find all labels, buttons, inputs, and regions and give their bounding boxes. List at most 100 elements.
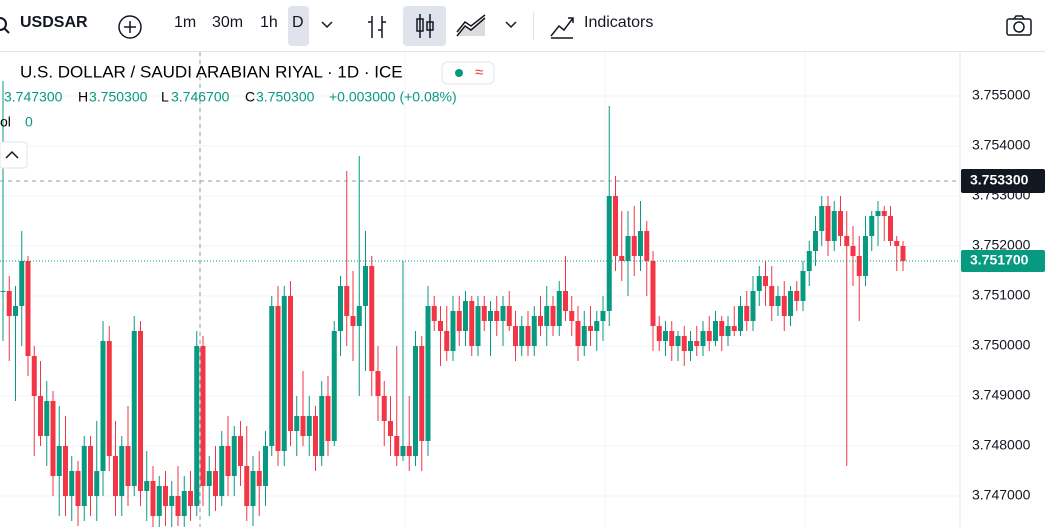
candle-body [25, 261, 31, 356]
interval[interactable]: 1m [174, 14, 197, 31]
candle-body [856, 256, 862, 276]
crosshair-box [961, 169, 1045, 193]
volume-value: 0 [25, 114, 33, 130]
grid: 3.747000 3.748000 3.749000 3.750000 3.751000… [0, 87, 1031, 503]
candle-body [138, 331, 143, 491]
candle-body [581, 326, 587, 346]
candle-body [888, 216, 893, 241]
candle-body [6, 291, 12, 316]
interval[interactable]: 1h [260, 14, 278, 31]
candle-body [463, 301, 468, 331]
candle-body [250, 471, 256, 506]
candle-body [600, 311, 606, 321]
candle-body [738, 306, 743, 331]
legend-open: 3.747300 [4, 89, 63, 105]
candle-body [506, 306, 512, 326]
candle-body [0, 291, 6, 292]
y-tick-label: 3.750000 [972, 337, 1031, 353]
interval[interactable]: 30m [212, 14, 244, 31]
collapse-btn[interactable] [0, 141, 28, 169]
interval[interactable]: D [292, 14, 304, 31]
candle-body [344, 286, 350, 316]
candle-body [819, 206, 825, 231]
last-price-label: 3.751700 [970, 252, 1029, 268]
candle-body [656, 326, 662, 341]
candle-body [875, 211, 881, 216]
candle-body [588, 326, 593, 331]
candle-body [781, 296, 787, 316]
candle-body [150, 481, 156, 516]
chart-title: U.S. DOLLAR / SAUDI ARABIAN RIYAL · 1D ·… [20, 62, 403, 81]
crosshair-label: 3.753300 [970, 172, 1029, 188]
candle-body [731, 326, 737, 331]
interval-active[interactable]: D [288, 6, 309, 46]
candle-body [113, 456, 118, 496]
candle-body [325, 396, 331, 441]
chevron[interactable] [504, 20, 518, 30]
candle-body [881, 211, 887, 216]
indicators-icon[interactable] [548, 13, 576, 39]
candle-body [513, 326, 518, 346]
candle-body [450, 311, 456, 351]
candle-body [319, 396, 325, 456]
candle-body [850, 246, 856, 256]
candle-body [681, 336, 687, 351]
candle-body [294, 416, 300, 431]
chevron[interactable] [320, 20, 334, 30]
candle-body [569, 311, 575, 321]
collapse-icon [5, 150, 19, 159]
candle-body [88, 446, 93, 496]
candle-body [269, 306, 275, 446]
symbol[interactable]: USDSAR [20, 14, 88, 31]
candles [0, 81, 906, 527]
legend-label: C [245, 89, 255, 105]
candle-body [794, 291, 800, 301]
y-tick-label: 3.747000 [972, 487, 1031, 503]
candle-body [119, 446, 125, 496]
candle-body [831, 211, 837, 241]
candle-body [706, 331, 712, 341]
candle-body [438, 321, 443, 331]
candle-body [244, 466, 250, 506]
candle-body [163, 486, 168, 506]
legend-change: +0.003000 (+0.08%) [329, 89, 457, 105]
candle-body [869, 216, 875, 236]
candle-body [838, 211, 843, 236]
candle-body [669, 331, 675, 346]
candle-body [106, 341, 112, 456]
candle-body [400, 446, 406, 456]
screenshot-icon[interactable] [1005, 14, 1033, 38]
status-icon: ≈ [475, 64, 483, 81]
status-pill[interactable] [441, 61, 495, 85]
candle-body [56, 446, 62, 476]
candle-body [181, 491, 187, 516]
candle-body [531, 316, 537, 346]
y-tick-label: 3.755000 [972, 87, 1031, 103]
candle-body [144, 481, 150, 491]
candle-body [394, 436, 400, 456]
toolbar: USDSAR 1m 30m 1h D Indicators [0, 0, 1045, 52]
candle-body [650, 261, 656, 326]
candle-body [194, 346, 200, 506]
candle-body [263, 446, 268, 486]
bar-style[interactable] [365, 14, 389, 40]
candle-body [413, 346, 418, 456]
y-tick-label: 3.751000 [972, 287, 1031, 303]
area-style[interactable] [455, 14, 487, 38]
candle-body [613, 196, 618, 256]
candle-body [694, 341, 700, 346]
candle-body [700, 331, 706, 346]
candle-body [444, 331, 450, 351]
candle-body [356, 306, 362, 326]
candle-body [663, 331, 668, 341]
add-symbol[interactable] [117, 14, 143, 40]
candle-style[interactable] [403, 6, 446, 46]
candle-body [775, 296, 781, 306]
indicators[interactable]: Indicators [584, 14, 654, 31]
last-price-box [961, 250, 1045, 272]
search-icon[interactable] [0, 16, 12, 36]
candle-body [188, 491, 193, 506]
candle-body [313, 416, 318, 456]
candle-body [481, 306, 487, 321]
